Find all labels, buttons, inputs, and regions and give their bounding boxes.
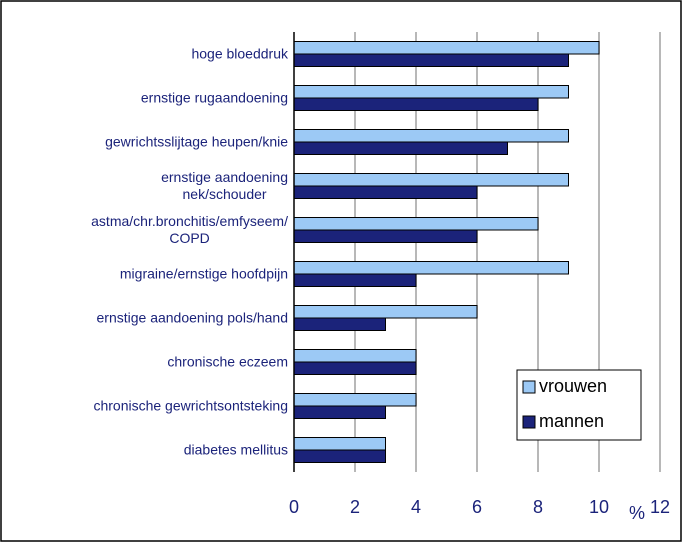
bar [293,261,569,275]
bar [293,229,478,243]
y-tick-label: chronische gewrichtsontsteking [93,397,288,414]
bar [293,305,478,319]
y-tick-label: gewrichtsslijtage heupen/knie [105,133,288,150]
y-tick-label: ernstige aandoening nek/schouder [161,169,288,202]
legend-label: mannen [539,411,604,431]
x-tick-label: 6 [472,497,482,517]
x-tick-label: 2 [350,497,360,517]
y-tick-label: ernstige rugaandoening [140,89,288,106]
legend-swatch [522,380,536,394]
bar [293,185,478,199]
bar [293,405,386,419]
bar [293,317,386,331]
bar [293,141,508,155]
bar [293,85,569,99]
bar [293,393,417,407]
bar [293,273,417,287]
y-tick-label: astma/chr.bronchitis/emfyseem/ COPD [91,213,288,246]
x-tick-label: 0 [289,497,299,517]
x-tick-label: 10 [589,497,609,517]
bar [293,349,417,363]
y-tick-label: hoge bloeddruk [191,45,288,62]
bar [293,129,569,143]
bar [293,437,386,451]
y-tick-label: migraine/ernstige hoofdpijn [119,265,288,282]
bar [293,97,539,111]
x-axis-label: % [629,503,645,523]
y-tick-label: ernstige aandoening pols/hand [96,309,289,326]
x-tick-label: 8 [533,497,543,517]
legend-box [516,369,642,441]
y-tick-label: chronische eczeem [167,353,288,370]
bar [293,41,600,55]
bar [293,53,569,67]
bar [293,173,569,187]
legend-label: vrouwen [539,376,607,396]
bar [293,449,386,463]
bar [293,217,539,231]
bar [293,361,417,375]
x-tick-label: 4 [411,497,421,517]
x-tick-label: 12 [650,497,670,517]
legend-swatch [522,415,536,429]
y-tick-label: diabetes mellitus [183,441,288,458]
